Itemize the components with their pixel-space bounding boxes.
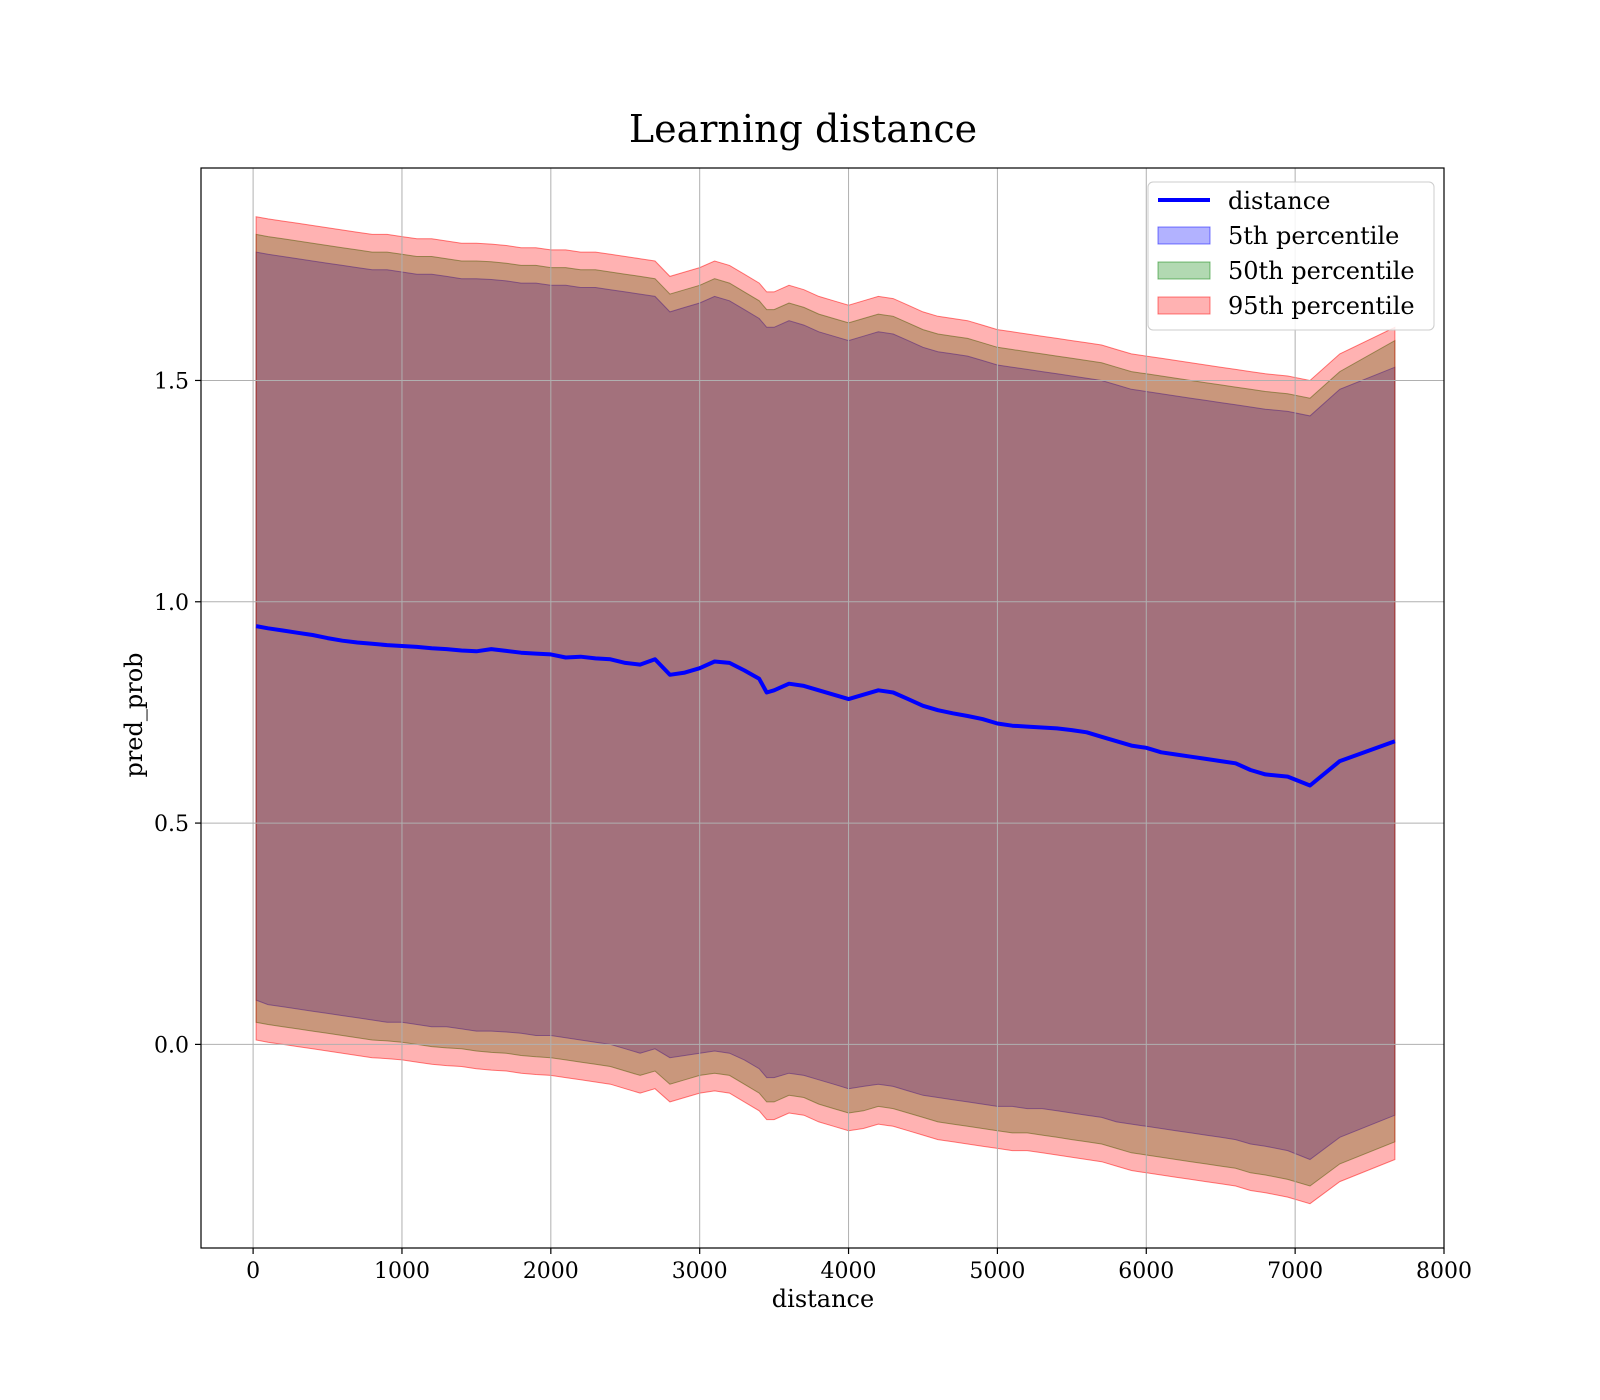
axes-frame	[200, 167, 1445, 1249]
series-line-distance	[255, 624, 1396, 788]
x-axis-ticks: 0 1000 2000 3000 4000 5000 6000 7000 8000	[246, 1248, 1472, 1284]
y-axis-ticks: 0.0 0.5 1.0 1.5	[154, 369, 201, 1058]
legend-swatch-95th-percentile	[1157, 296, 1211, 315]
x-tick-label: 7000	[1267, 1259, 1323, 1284]
x-tick-label: 6000	[1118, 1259, 1174, 1284]
band-95th-percentile	[255, 216, 1396, 1205]
x-tick-label: 8000	[1416, 1259, 1472, 1284]
legend-swatch-50th-percentile	[1157, 261, 1211, 280]
plot-area: 0 1000 2000 3000 4000 5000 6000 7000 8000 0.0 0.5…	[154, 167, 1472, 1284]
y-tick-label: 0.0	[154, 1033, 189, 1058]
x-tick-label: 0	[246, 1259, 260, 1284]
x-axis-label: distance	[772, 1285, 874, 1313]
y-tick-label: 0.5	[154, 812, 189, 837]
chart-title: Learning distance	[629, 107, 977, 151]
x-tick-label: 5000	[969, 1259, 1025, 1284]
legend: distance 5th percentile 50th percentile …	[1147, 181, 1435, 331]
x-tick-label: 2000	[523, 1259, 579, 1284]
y-tick-label: 1.5	[154, 369, 189, 394]
axes-background	[201, 168, 1444, 1248]
x-tick-label: 3000	[672, 1259, 728, 1284]
legend-label-5th-percentile: 5th percentile	[1228, 222, 1399, 250]
legend-label-distance: distance	[1228, 187, 1330, 215]
x-tick-label: 4000	[821, 1259, 877, 1284]
y-axis-label: pred_prob	[120, 652, 148, 777]
legend-label-95th-percentile: 95th percentile	[1228, 292, 1415, 320]
y-tick-label: 1.0	[154, 591, 189, 616]
legend-box	[1147, 181, 1435, 331]
legend-label-50th-percentile: 50th percentile	[1228, 257, 1415, 285]
percentile-bands	[255, 216, 1396, 1205]
legend-swatch-5th-percentile	[1157, 226, 1211, 245]
x-tick-label: 1000	[374, 1259, 430, 1284]
